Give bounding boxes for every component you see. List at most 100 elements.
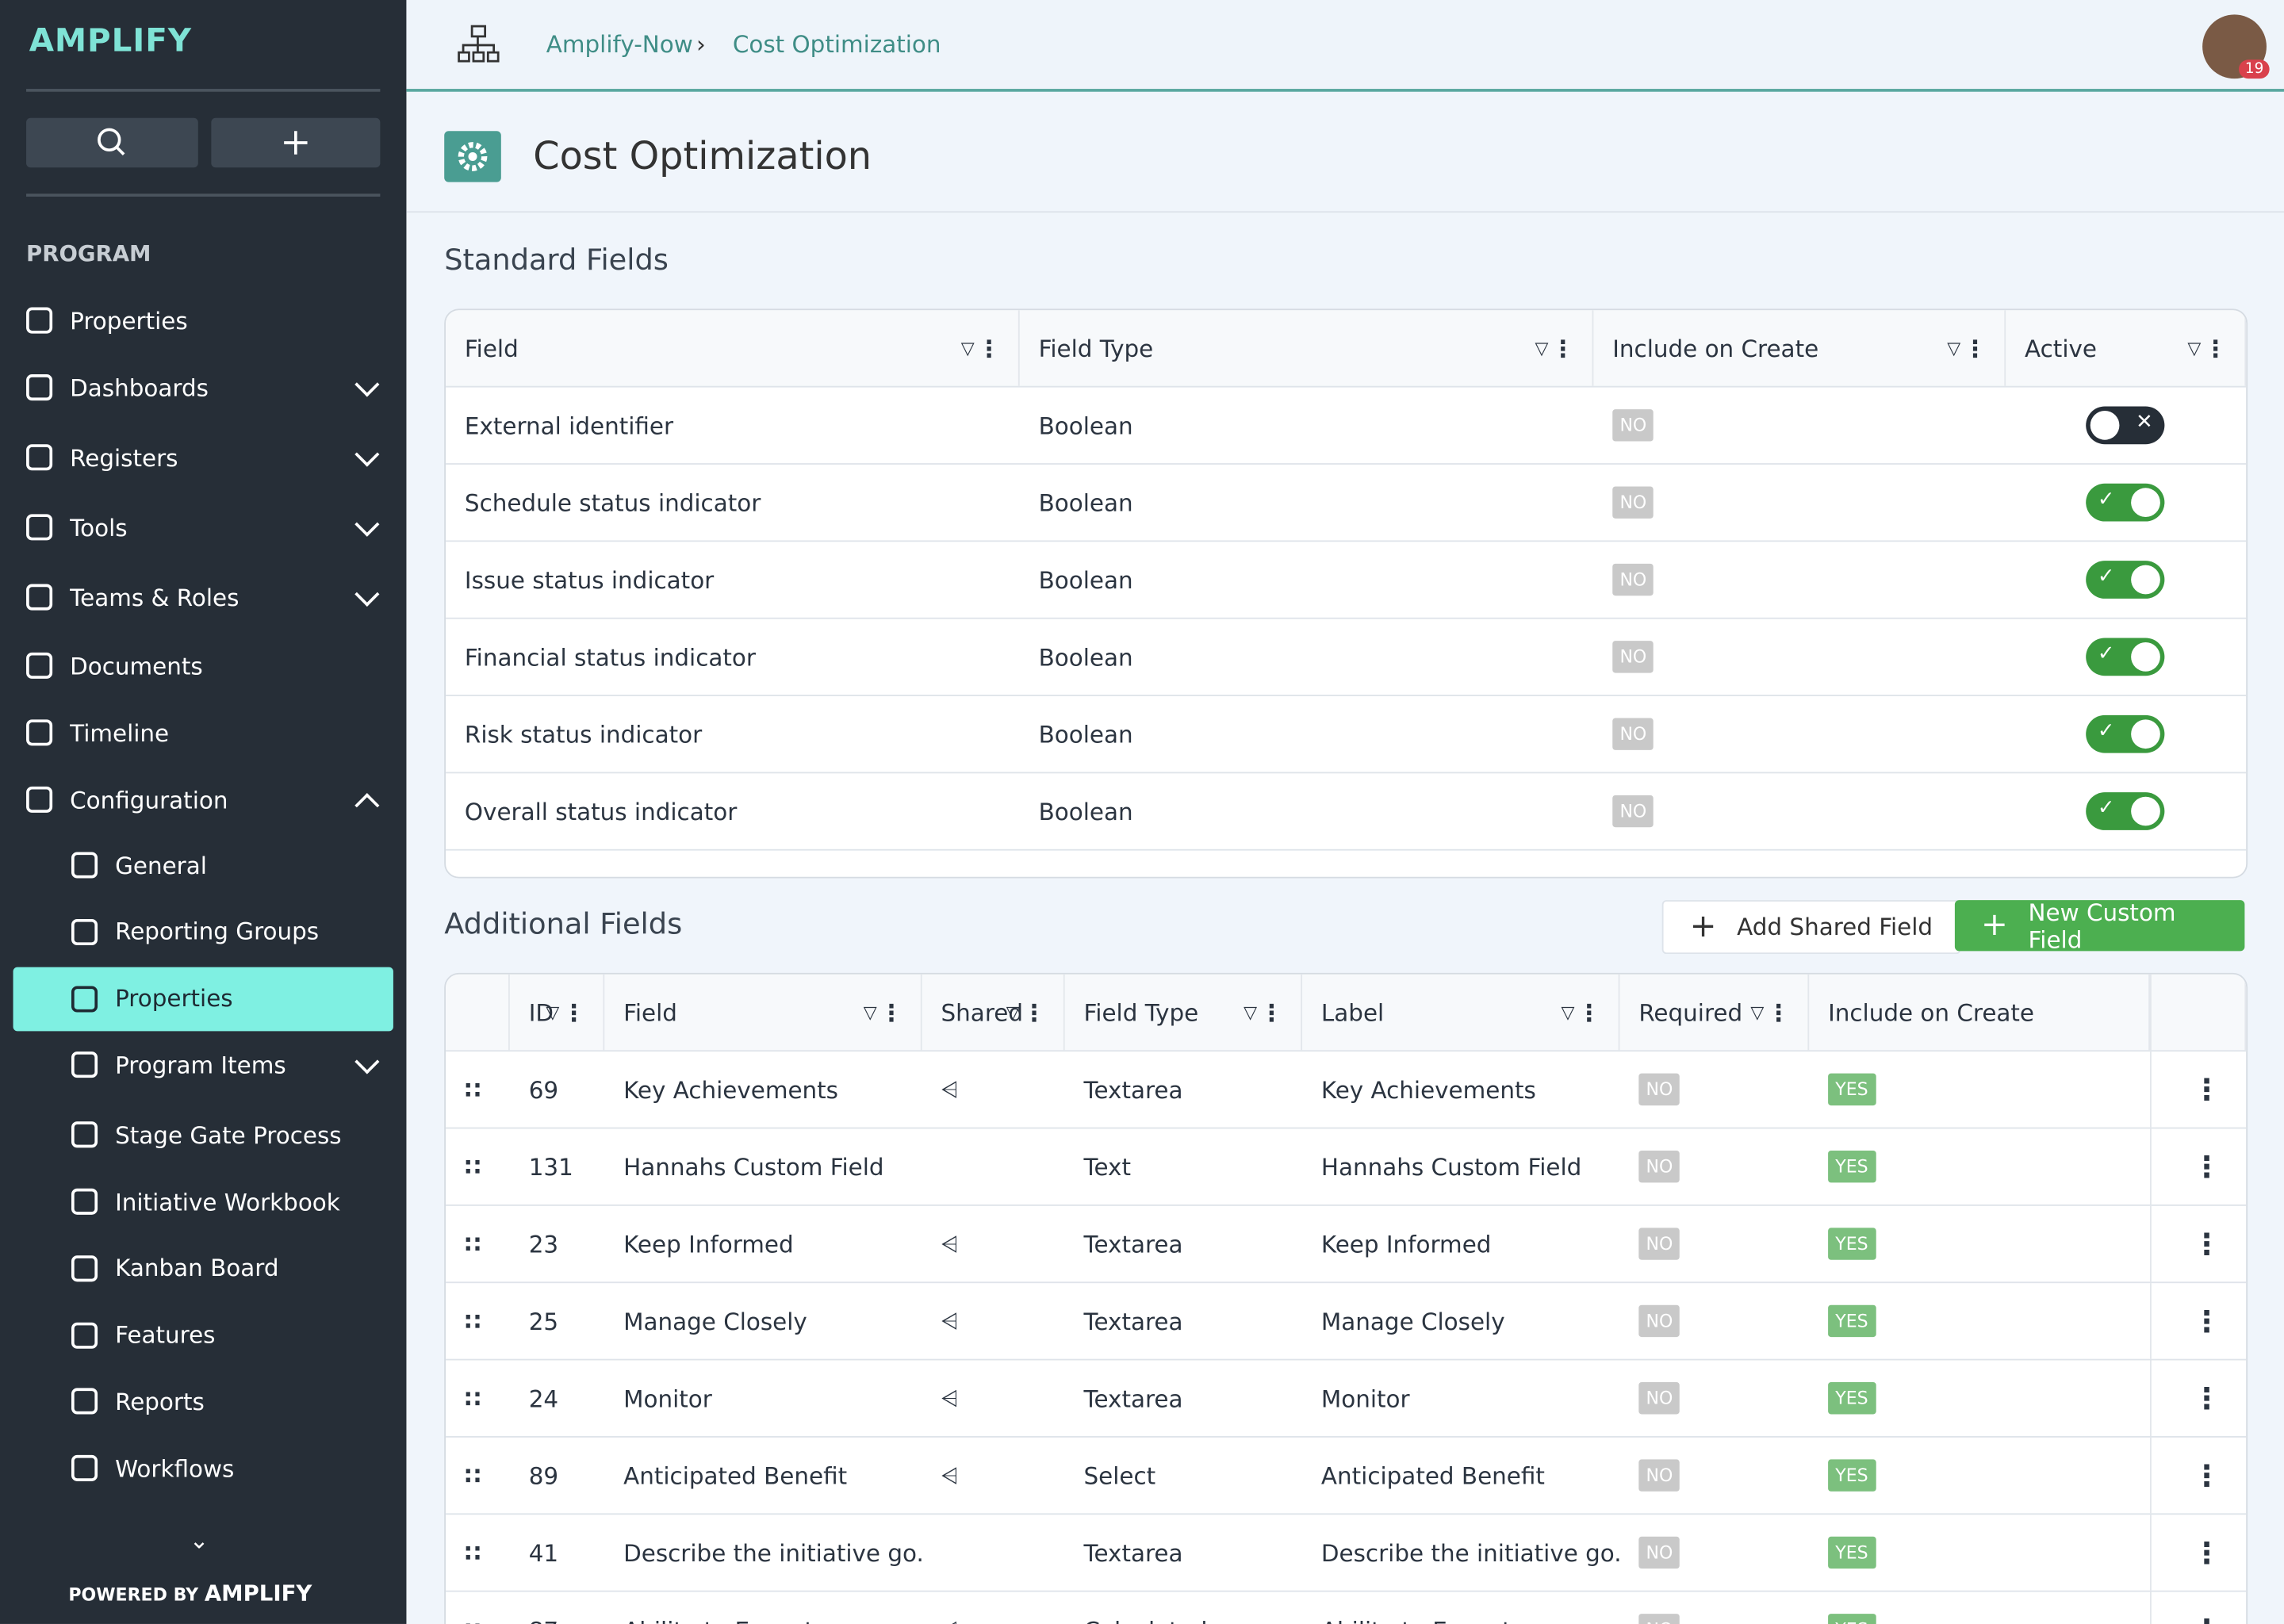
cell: NO [1593, 619, 2006, 695]
nav-item[interactable]: Properties [13, 289, 393, 353]
nav-item[interactable]: General [13, 833, 393, 898]
cell: YES [1809, 1206, 2150, 1282]
add-shared-field-button[interactable]: + Add Shared Field [1661, 900, 1960, 955]
nav-item[interactable]: Stage Gate Process [13, 1103, 393, 1167]
row-menu[interactable]: ⋮ [2192, 1303, 2222, 1339]
cell: Boolean [1020, 696, 1594, 772]
filter-icon[interactable]: ▽ [863, 1002, 877, 1023]
active-toggle[interactable]: ✕ [2086, 406, 2165, 445]
row-menu[interactable]: ⋮ [2192, 1226, 2222, 1262]
menu-icon[interactable]: ⋮ [1259, 998, 1284, 1026]
nav-item[interactable]: Features [13, 1303, 393, 1367]
filter-icon[interactable]: ▽ [1750, 1002, 1765, 1023]
nav-label: Registers [70, 443, 178, 472]
menu-icon[interactable]: ⋮ [1963, 334, 1987, 362]
nav-label: Timeline [70, 718, 170, 747]
nav-item[interactable]: Reporting Groups [13, 900, 393, 964]
nav-item[interactable]: Workflows [13, 1436, 393, 1500]
nav-item[interactable]: Timeline [13, 700, 393, 764]
drag-handle[interactable]: ∷ [464, 1152, 481, 1181]
nav-label: Tools [70, 513, 128, 542]
filter-icon[interactable]: ▽ [1947, 338, 1961, 358]
nav-item[interactable]: Teams & Roles [13, 565, 393, 630]
nav-item[interactable]: Properties [13, 966, 393, 1031]
cell: ⋮ [2150, 1360, 2246, 1437]
nav-item[interactable]: Initiative Workbook [13, 1170, 393, 1234]
field-id: 41 [528, 1538, 559, 1567]
cell: Boolean [1020, 388, 1594, 464]
cell: Hannahs Custom Field [604, 1128, 922, 1205]
menu-icon[interactable]: ⋮ [977, 334, 1001, 362]
row-menu[interactable]: ⋮ [2192, 1534, 2222, 1570]
nav-icon [26, 652, 53, 679]
row-menu[interactable]: ⋮ [2192, 1457, 2222, 1493]
menu-icon[interactable]: ⋮ [1551, 334, 1575, 362]
row-menu[interactable]: ⋮ [2192, 1149, 2222, 1185]
row-menu[interactable]: ⋮ [2192, 1071, 2222, 1107]
table-row: ∷ 69 Key Achievements ⩤ Textarea Key Achievem… [446, 1051, 2247, 1129]
menu-icon[interactable]: ⋮ [2203, 334, 2228, 362]
nav-icon [71, 1121, 98, 1148]
breadcrumb-link[interactable]: Amplify-Now [546, 30, 693, 59]
active-toggle[interactable]: ✓ [2086, 483, 2165, 522]
drag-handle[interactable]: ∷ [464, 1075, 481, 1104]
filter-icon[interactable]: ▽ [1535, 338, 1549, 358]
sidebar: AMPLIFY PROGRAM ⌄ POWERED BY AMPLIFY Pro… [0, 0, 407, 1624]
shared-icon: ⩤ [941, 1076, 959, 1103]
active-toggle[interactable]: ✓ [2086, 714, 2165, 753]
menu-icon[interactable]: ⋮ [1577, 998, 1601, 1026]
menu-icon[interactable]: ⋮ [561, 998, 586, 1026]
filter-icon[interactable]: ▽ [960, 338, 975, 358]
breadcrumb-current[interactable]: Cost Optimization [732, 30, 941, 59]
field-name: Key Achievements [623, 1075, 839, 1104]
filter-icon[interactable]: ▽ [2187, 338, 2202, 358]
filter-icon[interactable]: ▽ [1006, 1002, 1020, 1023]
drag-handle[interactable]: ∷ [465, 1616, 481, 1624]
drag-handle[interactable]: ∷ [464, 1461, 481, 1490]
divider [26, 193, 381, 197]
filter-icon[interactable]: ▽ [1561, 1002, 1575, 1023]
nav-item[interactable]: Program Items [13, 1033, 393, 1097]
row-menu[interactable]: ⋮ [2192, 1381, 2222, 1416]
row-menu[interactable]: ⋮ [2192, 1612, 2221, 1624]
hierarchy-icon[interactable] [450, 21, 508, 70]
active-toggle[interactable]: ✓ [2086, 561, 2165, 599]
field-type: Select [1083, 1461, 1156, 1490]
menu-icon[interactable]: ⋮ [1766, 998, 1791, 1026]
table-row: Issue status indicator Boolean NO ✓ [446, 542, 2247, 619]
drag-handle[interactable]: ∷ [464, 1538, 481, 1567]
nav-label: Reports [115, 1388, 205, 1416]
nav-item[interactable]: Tools [13, 495, 393, 559]
nav-icon [71, 918, 98, 945]
column-header: ID ▽ ⋮ [510, 974, 605, 1051]
nav-item[interactable]: Reports [13, 1369, 393, 1434]
filter-icon[interactable]: ▽ [546, 1002, 560, 1023]
drag-handle[interactable]: ∷ [464, 1384, 481, 1412]
nav-item[interactable]: Registers [13, 425, 393, 489]
search-button[interactable] [26, 117, 198, 168]
menu-icon[interactable]: ⋮ [879, 998, 903, 1026]
toggle-icon: ✓ [2097, 488, 2115, 511]
menu-icon[interactable]: ⋮ [1022, 998, 1046, 1026]
drag-handle[interactable]: ∷ [464, 1307, 481, 1335]
nav-item[interactable]: Dashboards [13, 355, 393, 419]
avatar[interactable]: 19 [2202, 14, 2270, 79]
cell: Monitor [1302, 1361, 1619, 1437]
pill: YES [1828, 1382, 1876, 1415]
logo[interactable]: AMPLIFY [29, 23, 192, 60]
new-custom-field-button[interactable]: + New Custom Field [1954, 898, 2245, 953]
nav-item[interactable]: Configuration [13, 768, 393, 832]
plus-icon: + [1689, 909, 1717, 946]
scroll-more[interactable]: ⌄ [189, 1526, 209, 1554]
nav-item[interactable]: Documents [13, 634, 393, 698]
active-toggle[interactable]: ✓ [2086, 638, 2165, 676]
cell: NO [1619, 1051, 1809, 1128]
add-button[interactable] [211, 117, 381, 168]
active-toggle[interactable]: ✓ [2086, 792, 2165, 830]
column-title: Field Type [1083, 998, 1199, 1026]
drag-handle[interactable]: ∷ [464, 1230, 481, 1258]
filter-icon[interactable]: ▽ [1244, 1002, 1258, 1023]
field-name: Ability to Execute [623, 1616, 828, 1624]
nav-item[interactable]: Kanban Board [13, 1236, 393, 1300]
